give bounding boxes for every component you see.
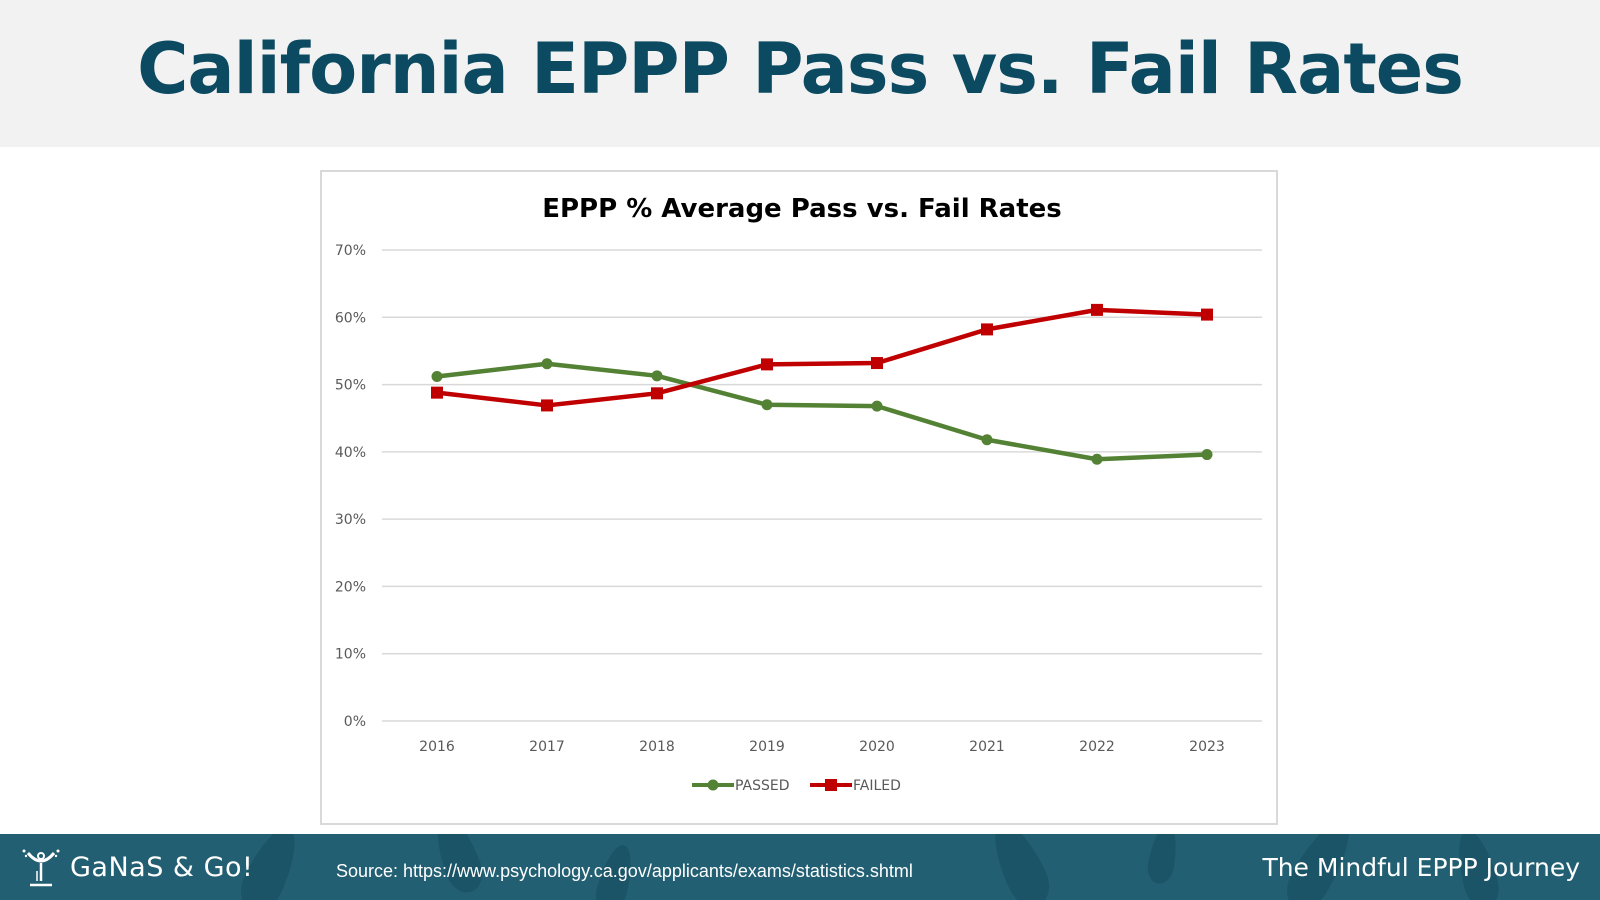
data-point xyxy=(761,399,773,411)
source-citation: Source: https://www.psychology.ca.gov/ap… xyxy=(336,861,913,881)
logo-text: GaNaS & Go! xyxy=(70,851,254,883)
data-point xyxy=(431,370,443,382)
data-point xyxy=(541,399,553,412)
data-point xyxy=(981,434,993,446)
data-point xyxy=(981,323,993,336)
chart-container: EPPP % Average Pass vs. Fail Rates 0% 10%… xyxy=(320,170,1278,825)
data-point xyxy=(1091,303,1103,316)
data-point xyxy=(871,357,883,370)
y-tick-label: 0% xyxy=(344,714,366,730)
legend-item-failed: FAILED xyxy=(810,778,901,794)
x-tick-label: 2019 xyxy=(749,739,785,755)
legend-label: FAILED xyxy=(853,778,901,794)
data-point xyxy=(431,386,443,399)
y-tick-label: 40% xyxy=(335,445,366,461)
x-tick-label: 2016 xyxy=(419,739,455,755)
x-tick-label: 2021 xyxy=(969,739,1005,755)
x-tick-label: 2022 xyxy=(1079,739,1115,755)
legend-marker xyxy=(707,779,719,791)
data-point xyxy=(1201,308,1213,321)
y-tick-label: 50% xyxy=(335,378,366,394)
tagline: The Mindful EPPP Journey xyxy=(1262,853,1580,882)
legend-item-passed: PASSED xyxy=(692,778,790,794)
x-tick-label: 2017 xyxy=(529,739,565,755)
x-axis-ticks: 2016 2017 2018 2019 2020 2021 2022 2023 xyxy=(419,739,1225,755)
data-point xyxy=(541,358,553,370)
y-tick-label: 70% xyxy=(335,243,366,259)
title-banner: California EPPP Pass vs. Fail Rates xyxy=(0,0,1600,147)
data-point xyxy=(1091,453,1103,465)
data-point xyxy=(761,358,773,371)
gridlines xyxy=(382,249,1262,722)
y-tick-label: 30% xyxy=(335,512,366,528)
series-line-passed xyxy=(436,361,1208,462)
footer-bar: GaNaS & Go! Source: https://www.psycholo… xyxy=(0,834,1600,900)
y-tick-label: 20% xyxy=(335,579,366,595)
x-tick-label: 2023 xyxy=(1189,739,1225,755)
data-point xyxy=(1201,449,1213,461)
y-tick-label: 60% xyxy=(335,310,366,326)
series-group xyxy=(431,303,1213,465)
ganas-and-go-logo: GaNaS & Go! xyxy=(20,844,253,890)
data-point xyxy=(871,400,883,412)
data-point xyxy=(651,370,663,382)
data-point xyxy=(651,387,663,400)
chart-title: EPPP % Average Pass vs. Fail Rates xyxy=(542,194,1062,224)
legend-label: PASSED xyxy=(735,778,790,794)
series-passed xyxy=(431,358,1213,465)
series-failed xyxy=(431,303,1213,412)
series-line-failed xyxy=(436,307,1208,408)
line-chart: EPPP % Average Pass vs. Fail Rates 0% 10%… xyxy=(335,194,1262,794)
chalice-icon xyxy=(22,849,60,887)
x-tick-label: 2020 xyxy=(859,739,895,755)
slide-title: California EPPP Pass vs. Fail Rates xyxy=(137,28,1464,110)
y-tick-label: 10% xyxy=(335,647,366,663)
y-axis-ticks: 0% 10% 20% 30% 40% 50% 60% 70% xyxy=(335,243,366,730)
legend-marker xyxy=(825,779,837,791)
legend: PASSED FAILED xyxy=(692,778,901,794)
x-tick-label: 2018 xyxy=(639,739,675,755)
